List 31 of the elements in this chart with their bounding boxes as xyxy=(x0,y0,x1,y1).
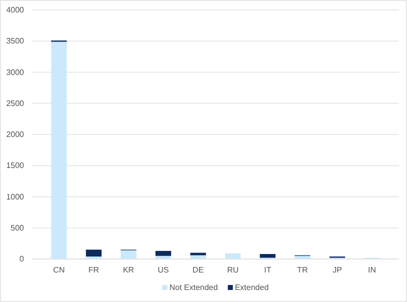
x-tick-label: US xyxy=(158,266,169,275)
bar xyxy=(190,255,206,259)
y-tick-label: 2000 xyxy=(6,130,25,140)
y-tick-label: 1000 xyxy=(6,192,25,202)
x-tick-label: RU xyxy=(227,266,239,275)
y-tick-label: 0 xyxy=(20,254,25,264)
x-tick-label: FR xyxy=(88,266,100,275)
legend-label: Extended xyxy=(234,283,269,292)
bar xyxy=(260,254,276,258)
bar xyxy=(294,256,310,259)
y-tick-label: 500 xyxy=(10,223,25,232)
y-tick-label: 1500 xyxy=(6,161,25,170)
bar xyxy=(51,42,67,259)
y-tick-label: 3000 xyxy=(6,68,25,77)
bar xyxy=(155,256,172,259)
bar xyxy=(120,250,136,259)
bar xyxy=(190,252,206,256)
legend-label: Not Extended xyxy=(169,283,218,292)
x-tick-label: IN xyxy=(368,266,376,275)
bar xyxy=(155,250,172,256)
bar xyxy=(225,253,241,259)
bar xyxy=(86,250,102,257)
y-tick-label: 2500 xyxy=(6,98,25,108)
x-tick-label: JP xyxy=(332,266,342,275)
y-tick-label: 4000 xyxy=(6,6,25,15)
x-tick-label: DE xyxy=(192,266,204,275)
y-tick-label: 3500 xyxy=(6,36,25,46)
x-tick-label: TR xyxy=(297,266,308,275)
x-tick-label: KR xyxy=(122,266,134,275)
x-tick-label: IT xyxy=(264,266,272,275)
x-tick-label: CN xyxy=(53,266,65,275)
